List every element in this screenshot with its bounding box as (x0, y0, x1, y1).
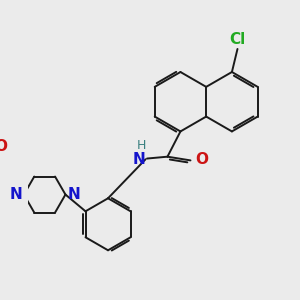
Text: Cl: Cl (230, 32, 246, 47)
Text: N: N (9, 187, 22, 202)
Text: N: N (67, 187, 80, 202)
Text: O: O (0, 140, 7, 154)
Text: H: H (136, 139, 146, 152)
Text: O: O (195, 152, 208, 167)
Text: N: N (133, 152, 146, 167)
